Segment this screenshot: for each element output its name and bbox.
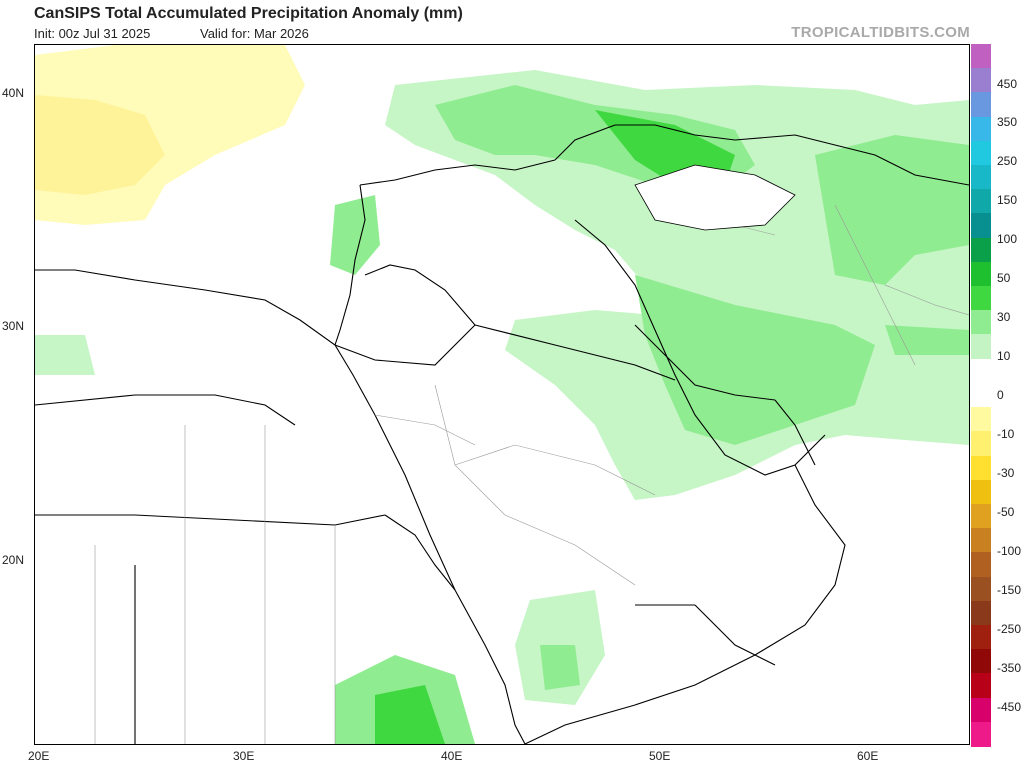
colorbar-segment: [971, 261, 991, 287]
brand-watermark: TROPICALTIDBITS.COM: [791, 24, 970, 41]
lon-tick-50e: 50E: [649, 749, 671, 763]
colorbar-segment: [971, 431, 991, 457]
lat-tick-20n: 20N: [2, 553, 25, 567]
colorbar-segment: [971, 44, 991, 69]
colorbar-segment: [971, 697, 991, 723]
colorbar-segment: [971, 237, 991, 263]
colorbar-label: 450: [997, 77, 1018, 91]
colorbar-segment: [971, 576, 991, 602]
colorbar-label: -150: [997, 583, 1022, 597]
lon-tick-40e: 40E: [441, 749, 463, 763]
borders: [94, 194, 969, 744]
map-title: CanSIPS Total Accumulated Precipitation …: [34, 5, 463, 22]
colorbar-segment: [971, 407, 991, 433]
colorbar-label: 150: [997, 193, 1018, 207]
colorbar-segment: [971, 286, 991, 312]
colorbar-segment: [971, 649, 991, 675]
colorbar-segment: [971, 140, 991, 166]
colorbar-segment: [971, 213, 991, 239]
colorbar-label: -50: [997, 505, 1015, 519]
colorbar-segment: [971, 68, 991, 94]
colorbar-segment: [971, 189, 991, 215]
colorbar-label: 10: [997, 349, 1011, 363]
colorbar-label: 350: [997, 115, 1018, 129]
colorbar-label: 250: [997, 154, 1018, 168]
colorbar-segment: [971, 721, 991, 747]
colorbar-segment: [971, 528, 991, 554]
colorbar-segment: [971, 503, 991, 529]
colorbar-label: -10: [997, 427, 1015, 441]
colorbar-segment: [971, 600, 991, 626]
init-time: Init: 00z Jul 31 2025: [34, 26, 151, 41]
colorbar-segment: [971, 479, 991, 505]
colorbar-segment: [971, 382, 991, 408]
colorbar-label: 30: [997, 310, 1011, 324]
colorbar-label: -100: [997, 544, 1022, 558]
colorbar-segment: [971, 310, 991, 336]
colorbar-segment: [971, 455, 991, 481]
colorbar-segment: [971, 358, 991, 384]
coastlines: [35, 124, 969, 744]
colorbar-label: -450: [997, 700, 1022, 714]
colorbar-label: -30: [997, 466, 1015, 480]
colorbar-label: 50: [997, 271, 1011, 285]
colorbar-segment: [971, 552, 991, 578]
colorbar-segment: [971, 334, 991, 360]
colorbar-segment: [971, 116, 991, 142]
colorbar-label: 0: [997, 388, 1004, 402]
lon-tick-60e: 60E: [857, 749, 879, 763]
wet-anomaly-shading: [35, 70, 969, 744]
colorbar-label: -250: [997, 622, 1022, 636]
colorbar-label: 100: [997, 232, 1018, 246]
colorbar: 450 350 250 150 100 50 30 10 0 -10 -30 -50 -100 -150-…: [971, 44, 1021, 747]
colorbar-segment: [971, 673, 991, 699]
lon-tick-20e: 20E: [28, 749, 50, 763]
precip-anomaly-map: [35, 45, 969, 744]
colorbar-segment: [971, 92, 991, 118]
dry-anomaly-shading: [35, 45, 305, 225]
colorbar-label: -350: [997, 661, 1022, 675]
map-panel: [34, 44, 970, 745]
valid-time: Valid for: Mar 2026: [200, 26, 309, 41]
lon-tick-30e: 30E: [233, 749, 255, 763]
colorbar-segment: [971, 624, 991, 650]
lat-tick-30n: 30N: [2, 319, 25, 333]
colorbar-segment: [971, 165, 991, 191]
lat-tick-40n: 40N: [2, 86, 25, 100]
lakes: [634, 164, 796, 231]
